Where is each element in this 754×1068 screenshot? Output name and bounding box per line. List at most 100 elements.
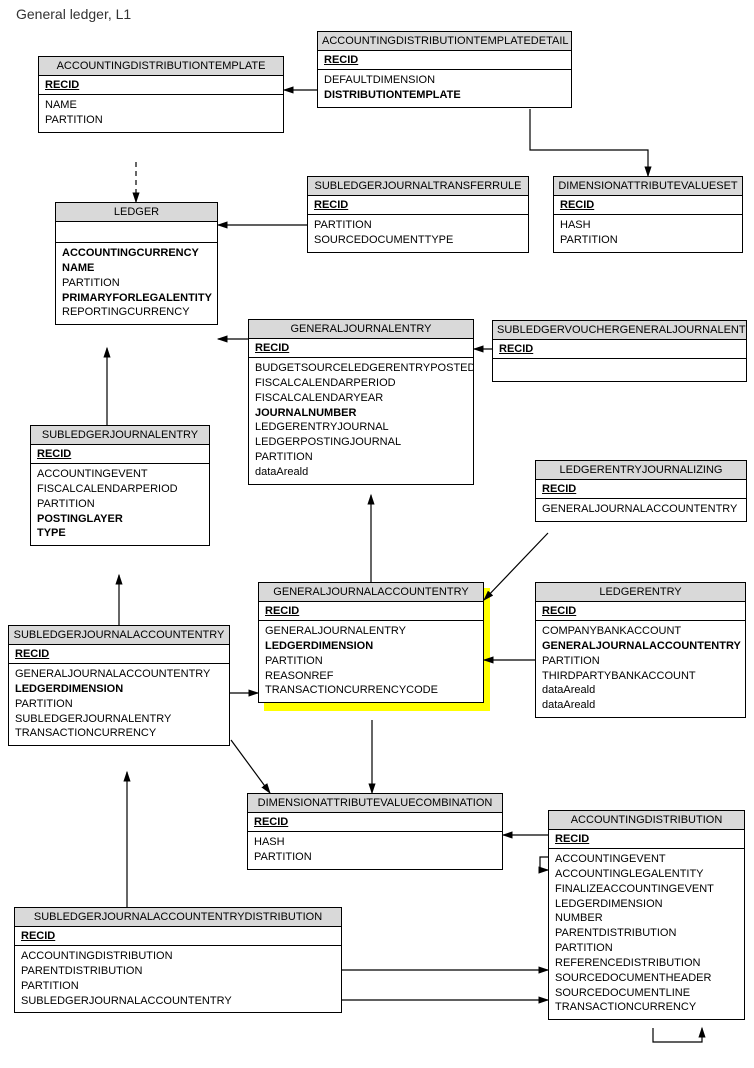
edge [231,740,270,793]
entity-pk: RECID [308,196,528,215]
attr-row: PARTITION [255,450,467,465]
attr-row: LEDGERENTRYJOURNAL [255,420,467,435]
entity-attrs [493,359,746,381]
attr-row: SOURCEDOCUMENTLINE [555,986,738,1001]
entity-lej: LEDGERENTRYJOURNALIZINGRECIDGENERALJOURN… [535,460,747,522]
attr-row: FISCALCALENDARPERIOD [37,482,203,497]
attr-row: THIRDPARTYBANKACCOUNT [542,669,739,684]
attr-row: PARTITION [15,697,223,712]
attr-row: JOURNALNUMBER [255,406,467,421]
entity-header: SUBLEDGERJOURNALENTRY [31,426,209,445]
attr-row: ACCOUNTINGDISTRIBUTION [21,949,335,964]
attr-row: PRIMARYFORLEGALENTITY [62,291,211,306]
entity-header: SUBLEDGERVOUCHERGENERALJOURNALENTRY [493,321,746,340]
attr-row: NAME [45,98,277,113]
attr-row: GENERALJOURNALENTRY [265,624,477,639]
entity-davc: DIMENSIONATTRIBUTEVALUECOMBINATIONRECIDH… [247,793,503,870]
attr-row: TRANSACTIONCURRENCY [15,726,223,741]
entity-attrs: PARTITIONSOURCEDOCUMENTTYPE [308,215,528,252]
attr-row: POSTINGLAYER [37,512,203,527]
attr-row: TRANSACTIONCURRENCYCODE [265,683,477,698]
entity-pk: RECID [39,76,283,95]
entity-le: LEDGERENTRYRECID COMPANYBANKACCOUNTGENERA… [535,582,746,718]
entity-header: GENERALJOURNALACCOUNTENTRY [259,583,483,602]
entity-attrs: HASHPARTITION [554,215,742,252]
attr-row: GENERALJOURNALACCOUNTENTRY [542,639,739,654]
attr-row: FISCALCALENDARPERIOD [255,376,467,391]
attr-row: TYPE [37,526,203,541]
entity-pk: RECID [493,340,746,359]
entity-ad: ACCOUNTINGDISTRIBUTIONRECIDACCOUNTINGEVE… [548,810,745,1020]
attr-row: SOURCEDOCUMENTTYPE [314,233,522,248]
attr-row: PARTITION [45,113,277,128]
entity-attrs: BUDGETSOURCELEDGERENTRYPOSTEDFISCALCALEN… [249,358,473,484]
attr-row: PARTITION [542,654,739,669]
entity-attrs: HASHPARTITION [248,832,502,869]
attr-row: PARTITION [254,850,496,865]
entity-sjtr: SUBLEDGERJOURNALTRANSFERRULERECIDPARTITI… [307,176,529,253]
attr-row: COMPANYBANKACCOUNT [542,624,739,639]
attr-row: NUMBER [555,911,738,926]
entity-pk: RECID [249,339,473,358]
entity-pk [56,222,217,243]
entity-adtd: ACCOUNTINGDISTRIBUTIONTEMPLATEDETAILRECI… [317,31,572,108]
entity-header: LEDGER [56,203,217,222]
attr-row: ACCOUNTINGCURRENCY [62,246,211,261]
attr-row: ACCOUNTINGLEGALENTITY [555,867,738,882]
entity-sjaed: SUBLEDGERJOURNALACCOUNTENTRYDISTRIBUTION… [14,907,342,1013]
attr-row: DISTRIBUTIONTEMPLATE [324,88,565,103]
page-title: General ledger, L1 [16,6,131,22]
attr-row: PARTITION [62,276,211,291]
attr-row: PARTITION [265,654,477,669]
entity-header: GENERALJOURNALENTRY [249,320,473,339]
entity-pk: RECID [318,51,571,70]
entity-header: DIMENSIONATTRIBUTEVALUECOMBINATION [248,794,502,813]
entity-attrs: GENERALJOURNALENTRYLEDGERDIMENSIONPARTIT… [259,621,483,702]
attr-row: PARTITION [555,941,738,956]
attr-row: REASONREF [265,669,477,684]
attr-row: SUBLEDGERJOURNALENTRY [15,712,223,727]
entity-pk: RECID [15,927,341,946]
edge [530,109,648,176]
entity-attrs: ACCOUNTINGEVENTFISCALCALENDARPERIODPARTI… [31,464,209,545]
entity-pk: RECID [259,602,483,621]
attr-row: SOURCEDOCUMENTHEADER [555,971,738,986]
diagram-canvas: { "page": { "title": "General ledger, L1… [0,0,754,1068]
entity-adt: ACCOUNTINGDISTRIBUTIONTEMPLATERECIDNAMEP… [38,56,284,133]
entity-attrs: DEFAULTDIMENSIONDISTRIBUTIONTEMPLATE [318,70,571,107]
entity-pk: RECID [536,602,745,621]
entity-davs: DIMENSIONATTRIBUTEVALUESETRECIDHASHPARTI… [553,176,743,253]
entity-gjae: GENERALJOURNALACCOUNTENTRYRECIDGENERALJO… [258,582,484,703]
entity-attrs: NAMEPARTITION [39,95,283,132]
entity-pk: RECID [9,645,229,664]
attr-row: HASH [560,218,736,233]
attr-row: GENERALJOURNALACCOUNTENTRY [15,667,223,682]
attr-row: dataAreald [255,465,467,480]
entity-sjae: SUBLEDGERJOURNALACCOUNTENTRYRECID GENERAL… [8,625,230,746]
attr-row: LEDGERDIMENSION [555,897,738,912]
entity-header: SUBLEDGERJOURNALTRANSFERRULE [308,177,528,196]
entity-header: ACCOUNTINGDISTRIBUTIONTEMPLATE [39,57,283,76]
entity-header: SUBLEDGERJOURNALACCOUNTENTRY [9,626,229,645]
entity-attrs: ACCOUNTINGEVENTACCOUNTINGLEGALENTITYFINA… [549,849,744,1019]
attr-row: LEDGERDIMENSION [265,639,477,654]
attr-row: SUBLEDGERJOURNALACCOUNTENTRY [21,994,335,1009]
attr-row: DEFAULTDIMENSION [324,73,565,88]
entity-header: SUBLEDGERJOURNALACCOUNTENTRYDISTRIBUTION [15,908,341,927]
entity-pk: RECID [248,813,502,832]
attr-row: ACCOUNTINGEVENT [555,852,738,867]
attr-row: PARTITION [21,979,335,994]
attr-row: PARTITION [560,233,736,248]
entity-header: LEDGERENTRY [536,583,745,602]
attr-row: TRANSACTIONCURRENCY [555,1000,738,1015]
attr-row: REPORTINGCURRENCY [62,305,211,320]
attr-row: GENERALJOURNALACCOUNTENTRY [542,502,740,517]
entity-svgje: SUBLEDGERVOUCHERGENERALJOURNALENTRYRECID [492,320,747,382]
entity-header: ACCOUNTINGDISTRIBUTION [549,811,744,830]
edge [653,1028,702,1042]
attr-row: LEDGERDIMENSION [15,682,223,697]
entity-attrs: ACCOUNTINGCURRENCYNAMEPARTITIONPRIMARYFO… [56,243,217,324]
entity-attrs: GENERALJOURNALACCOUNTENTRY [536,499,746,521]
entity-header: DIMENSIONATTRIBUTEVALUESET [554,177,742,196]
attr-row: dataAreald [542,683,739,698]
